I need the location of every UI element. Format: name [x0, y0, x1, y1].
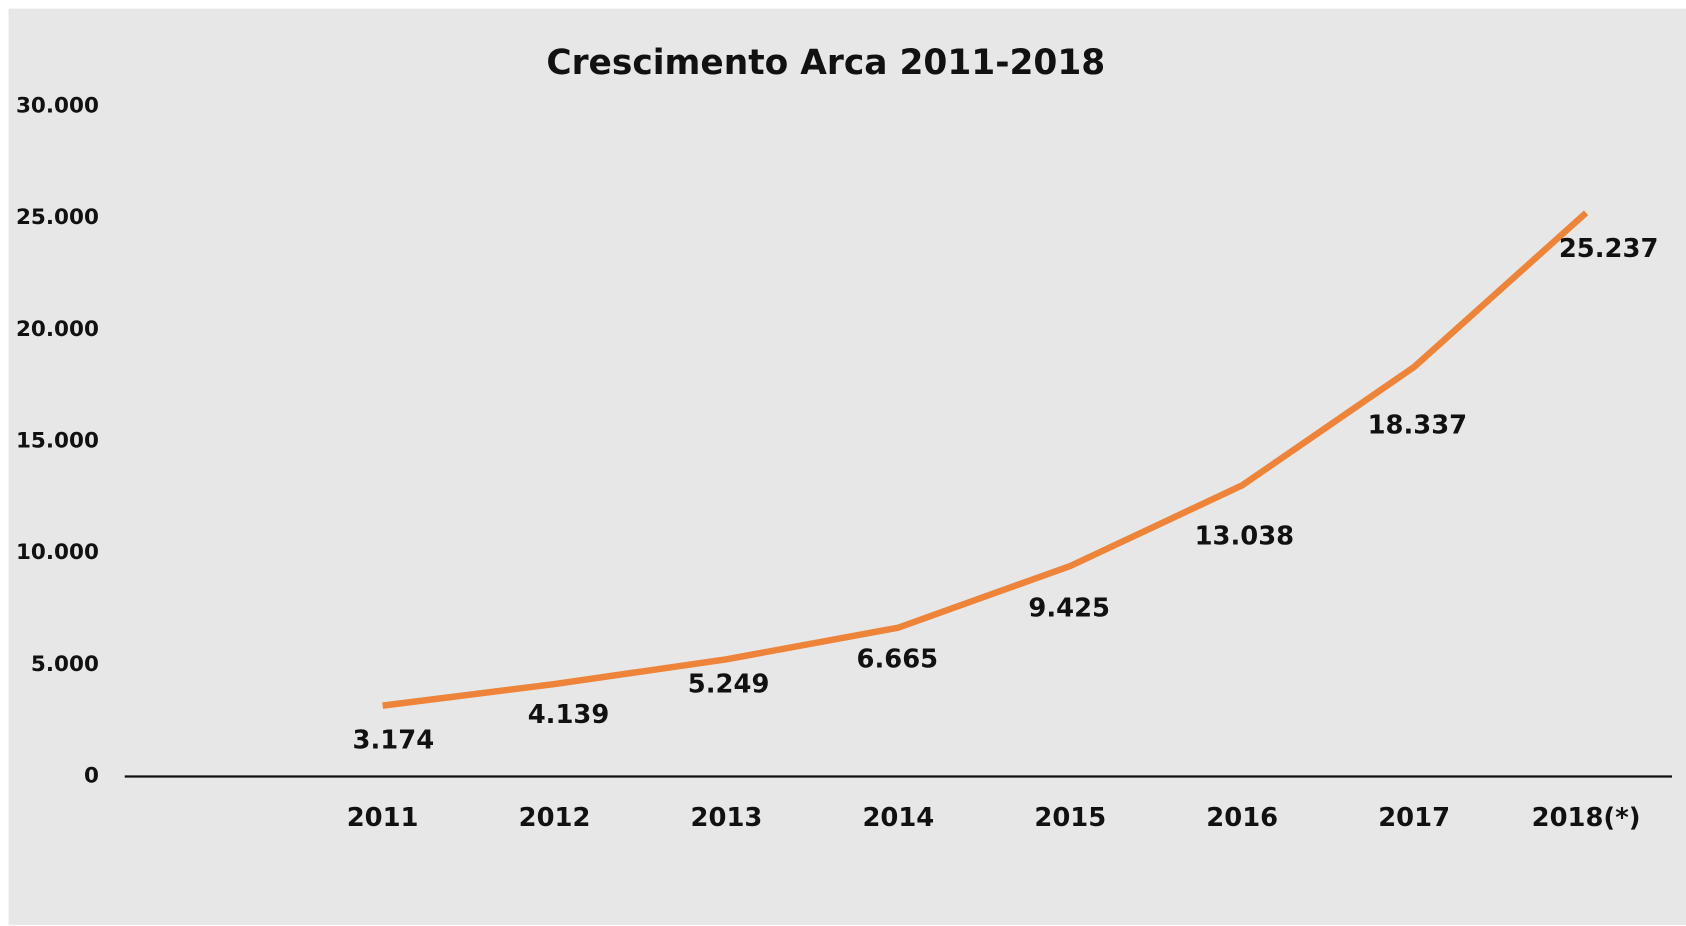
chart-title: Crescimento Arca 2011-2018 [546, 43, 1105, 83]
x-tick-label: 2011 [347, 803, 419, 833]
data-label: 9.425 [1028, 594, 1110, 624]
y-tick-label: 20.000 [16, 317, 99, 342]
chart-background [8, 8, 1686, 925]
y-tick-label: 25.000 [16, 205, 99, 230]
y-tick-label: 15.000 [16, 428, 99, 453]
y-tick-label: 0 [84, 764, 99, 789]
x-tick-label: 2012 [519, 803, 591, 833]
y-tick-label: 10.000 [16, 540, 99, 565]
x-tick-label: 2015 [1034, 803, 1106, 833]
y-tick-label: 30.000 [16, 93, 99, 118]
x-tick-label: 2014 [862, 803, 934, 833]
x-tick-label: 2013 [691, 803, 763, 833]
data-label: 3.174 [353, 726, 435, 756]
y-tick-label: 5.000 [31, 652, 99, 677]
x-tick-label: 2017 [1378, 803, 1450, 833]
x-tick-label: 2018(*) [1532, 803, 1641, 833]
data-label: 13.038 [1195, 521, 1295, 551]
data-label: 4.139 [528, 700, 610, 730]
x-tick-label: 2016 [1206, 803, 1278, 833]
line [382, 210, 1589, 709]
data-label: 25.237 [1559, 234, 1659, 264]
data-label: 6.665 [857, 644, 939, 674]
data-label: 5.249 [688, 670, 770, 700]
data-label: 18.337 [1368, 411, 1468, 441]
